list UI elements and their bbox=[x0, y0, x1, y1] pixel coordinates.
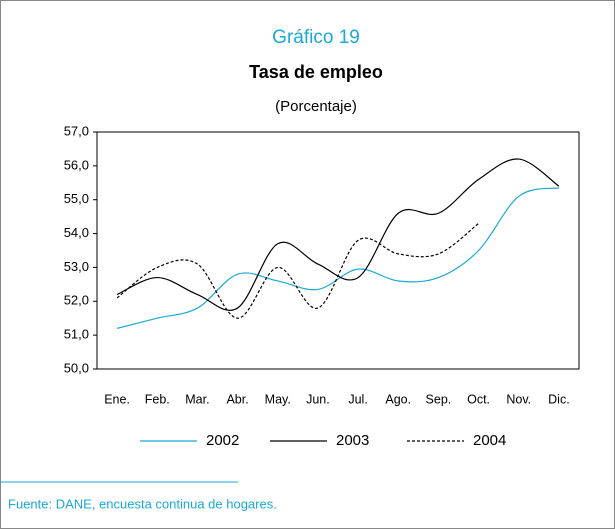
series-line bbox=[116, 222, 479, 319]
legend-label: 2004 bbox=[473, 432, 506, 449]
legend-label: 2003 bbox=[336, 432, 369, 449]
y-tick-label: 56,0 bbox=[64, 157, 89, 172]
y-tick-label: 52,0 bbox=[64, 293, 89, 308]
x-tick-label: Feb. bbox=[145, 392, 170, 406]
x-tick-label: Dic. bbox=[548, 392, 570, 406]
y-tick-label: 54,0 bbox=[64, 225, 89, 240]
y-tick-label: 50,0 bbox=[64, 360, 89, 375]
source: Fuente: DANE, encuesta continua de hogar… bbox=[8, 496, 277, 511]
x-tick-label: Sep. bbox=[426, 392, 452, 406]
plot-area bbox=[96, 131, 580, 370]
y-tick-label: 51,0 bbox=[64, 327, 89, 342]
x-tick-label: Nov. bbox=[506, 392, 531, 406]
x-tick-label: Ene. bbox=[104, 392, 130, 406]
x-tick-label: Abr. bbox=[226, 392, 248, 406]
y-tick-label: 55,0 bbox=[64, 191, 89, 206]
unit-label: (Porcentaje) bbox=[275, 98, 357, 115]
chart-subtitle: Tasa de empleo bbox=[249, 62, 383, 82]
legend-label: 2002 bbox=[206, 432, 239, 449]
x-tick-label: Ago. bbox=[385, 392, 411, 406]
x-tick-label: Jul. bbox=[348, 392, 367, 406]
x-tick-label: May. bbox=[265, 392, 291, 406]
chart-title: Gráfico 19 bbox=[272, 27, 360, 48]
y-tick-label: 57,0 bbox=[64, 123, 89, 138]
y-tick-label: 53,0 bbox=[64, 259, 89, 274]
x-tick-label: Mar. bbox=[185, 392, 209, 406]
series-line bbox=[116, 158, 560, 311]
x-tick-label: Jun. bbox=[306, 392, 330, 406]
x-tick-label: Oct. bbox=[467, 392, 490, 406]
